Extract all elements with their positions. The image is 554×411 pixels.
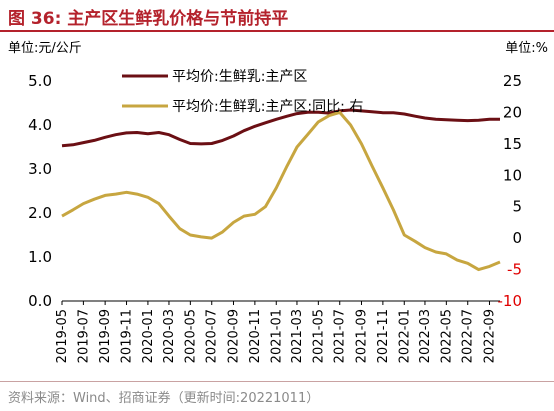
source-note: 资料来源：Wind、招商证券（更新时间:20221011）	[8, 391, 320, 406]
x-tick-label: 2021-05	[311, 309, 326, 363]
x-tick-label: 2019-05	[55, 309, 70, 363]
legend-label-2: 平均价:生鲜乳:主产区:同比: 右	[172, 99, 363, 115]
x-tick-label: 2019-07	[76, 309, 91, 363]
x-tick-label: 2021-03	[290, 309, 305, 363]
left-tick-label: 4.0	[28, 116, 52, 134]
x-tick-label: 2019-11	[120, 309, 135, 363]
x-tick-label: 2021-01	[269, 309, 284, 363]
x-tick-label: 2020-03	[162, 309, 177, 363]
left-axis-ticks: 0.0 1.0 2.0 3.0 4.0 5.0	[28, 72, 52, 310]
series-line-2	[61, 110, 501, 272]
x-tick-label: 2020-07	[205, 309, 220, 363]
series-line-1	[61, 108, 500, 148]
right-axis-ticks: -10 -5 0 5 10 15 20 25	[498, 72, 523, 310]
right-tick-label: 25	[503, 72, 522, 90]
x-tick-label: 2019-09	[98, 309, 113, 363]
x-tick-label: 2022-07	[461, 309, 476, 363]
right-tick-label: 0	[512, 229, 522, 247]
title-rule	[0, 30, 554, 32]
right-tick-label: 15	[503, 135, 522, 153]
x-tick-label: 2021-09	[354, 309, 369, 363]
right-tick-label: -5	[507, 261, 522, 279]
series-layer	[61, 108, 501, 272]
x-tick-label: 2022-01	[397, 309, 412, 363]
x-tick-label: 2020-11	[248, 309, 263, 363]
x-tick-label: 2022-09	[482, 309, 497, 363]
figure-title: 图 36: 主产区生鲜乳价格与节前持平	[8, 9, 289, 29]
x-tick-label: 2020-05	[183, 309, 198, 363]
legend-label-1: 平均价:生鲜乳:主产区	[172, 69, 307, 85]
x-tick-label: 2020-01	[141, 309, 156, 363]
x-axis-ticks: 2019-05 2019-07 2019-09 2019-11 2020-01 2020-…	[55, 301, 497, 363]
x-tick-label: 2021-11	[376, 309, 391, 363]
left-tick-label: 5.0	[28, 72, 52, 90]
right-tick-label: -10	[498, 292, 523, 310]
right-unit-label: 单位:%	[505, 41, 548, 56]
right-tick-label: 20	[503, 103, 522, 121]
x-tick-label: 2022-03	[418, 309, 433, 363]
left-tick-label: 1.0	[28, 248, 52, 266]
right-tick-label: 10	[503, 166, 522, 184]
x-tick-label: 2020-09	[226, 309, 241, 363]
left-tick-label: 3.0	[28, 160, 52, 178]
chart: 单位:元/公斤 单位:% 0.0 1.0 2.0 3.0 4.0 5.0 -10 -5 0 5 1…	[8, 41, 548, 363]
left-unit-label: 单位:元/公斤	[8, 41, 82, 56]
bottom-rule	[0, 381, 554, 382]
right-tick-label: 5	[512, 198, 522, 216]
x-tick-label: 2022-05	[439, 309, 454, 363]
x-tick-label: 2021-07	[333, 309, 348, 363]
left-tick-label: 2.0	[28, 204, 52, 222]
left-tick-label: 0.0	[28, 292, 52, 310]
